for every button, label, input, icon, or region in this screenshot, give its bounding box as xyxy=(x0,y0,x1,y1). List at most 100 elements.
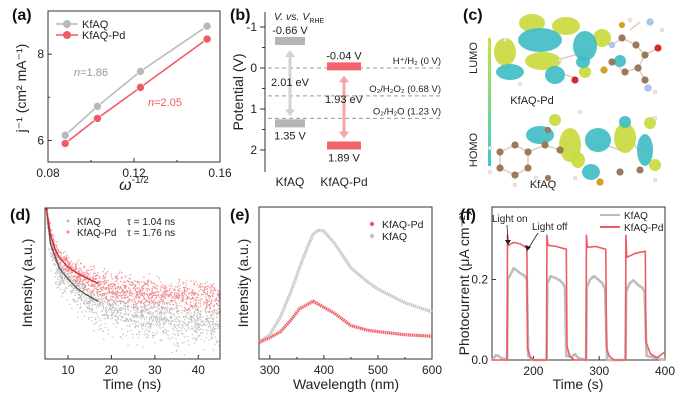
scatter-point-kfaq-pd xyxy=(144,283,146,285)
scatter-point-kfaq-pd xyxy=(85,272,87,274)
scatter-point-kfaq-pd xyxy=(145,283,147,285)
scatter-point-kfaq-pd xyxy=(92,289,94,291)
scatter-point-kfaq xyxy=(178,319,180,322)
scatter-point-kfaq-pd xyxy=(93,285,96,287)
y-axis-label-f: Photocurrent (μA cm⁻²) xyxy=(456,211,472,356)
scatter-point-kfaq-pd xyxy=(92,292,94,294)
scatter-point-kfaq xyxy=(77,284,79,286)
scatter-point-kfaq-pd xyxy=(161,301,164,303)
scatter-point-kfaq-pd xyxy=(171,285,173,287)
x-tick-label: 0.12 xyxy=(122,166,146,180)
scatter-point-kfaq xyxy=(74,282,76,284)
scatter-point-kfaq-pd xyxy=(191,291,193,293)
scatter-point-kfaq xyxy=(193,317,195,319)
scatter-point-kfaq xyxy=(212,304,214,307)
scatter-point-kfaq xyxy=(117,310,119,312)
scatter-point-kfaq-pd xyxy=(55,245,57,247)
scatter-point-kfaq-pd xyxy=(55,254,57,256)
scatter-point-kfaq xyxy=(54,258,56,260)
scatter-point-kfaq-pd xyxy=(189,306,191,308)
scatter-point-kfaq xyxy=(208,339,210,341)
atom-carbon xyxy=(524,164,532,172)
scatter-point-kfaq-pd xyxy=(124,281,126,283)
scatter-point-kfaq-pd xyxy=(146,290,148,292)
scatter-point-kfaq xyxy=(130,310,132,312)
scatter-point-kfaq-pd xyxy=(212,292,214,294)
scatter-point-kfaq xyxy=(80,283,82,285)
scatter-point-kfaq xyxy=(139,315,141,318)
scatter-point-kfaq-pd xyxy=(173,288,175,290)
scatter-point-kfaq xyxy=(133,316,135,318)
scatter-point-kfaq xyxy=(209,308,211,310)
orbital-lobe-positive xyxy=(549,114,561,126)
scatter-point-kfaq-pd xyxy=(78,267,80,270)
x-tick-label: 300 xyxy=(589,364,609,378)
scatter-point-kfaq xyxy=(76,289,78,291)
scatter-point-kfaq xyxy=(101,310,103,312)
scatter-point-kfaq-pd xyxy=(119,292,122,294)
scatter-point-kfaq xyxy=(124,308,126,310)
scatter-point-kfaq xyxy=(55,267,58,269)
scatter-point-kfaq-pd xyxy=(89,277,91,279)
scatter-point-kfaq-pd xyxy=(110,284,112,286)
scatter-point-kfaq-pd xyxy=(164,285,166,287)
atom-hydrogen xyxy=(502,37,508,43)
legend-label: KfAQ xyxy=(77,217,101,228)
scatter-point-kfaq-pd xyxy=(194,305,196,308)
scatter-point-kfaq-pd xyxy=(71,271,74,274)
data-point xyxy=(93,114,102,123)
scatter-point-kfaq-pd xyxy=(208,311,210,313)
scatter-point-kfaq-pd xyxy=(192,293,194,295)
arrowhead-up xyxy=(339,75,349,83)
scatter-point-kfaq xyxy=(64,291,67,293)
scatter-point-kfaq xyxy=(112,323,115,325)
scatter-point-kfaq-pd xyxy=(209,306,211,308)
scatter-point-kfaq-pd xyxy=(124,295,126,297)
scatter-point-kfaq xyxy=(166,308,168,310)
scatter-point-kfaq-pd xyxy=(211,285,213,287)
scatter-point-kfaq xyxy=(146,322,148,324)
scatter-point-kfaq xyxy=(99,302,101,305)
scatter-point-kfaq xyxy=(111,315,113,317)
scatter-point-kfaq-pd xyxy=(157,294,159,296)
scatter-point-kfaq xyxy=(88,305,91,307)
scatter-point-kfaq xyxy=(151,322,153,324)
scatter-point-kfaq xyxy=(60,262,62,264)
scatter-point-kfaq-pd xyxy=(197,306,200,309)
scatter-point-kfaq-pd xyxy=(218,305,220,307)
scatter-point-kfaq-pd xyxy=(178,298,180,300)
panel-label-b: (b) xyxy=(230,7,250,24)
scatter-point-kfaq xyxy=(203,340,205,342)
scatter-point-kfaq xyxy=(196,319,198,321)
scatter-point-kfaq xyxy=(76,282,78,284)
scatter-point-kfaq xyxy=(104,301,106,303)
scatter-point-kfaq xyxy=(161,317,163,319)
scatter-point-kfaq-pd xyxy=(61,267,63,269)
scatter-point-kfaq xyxy=(200,321,202,323)
scatter-point-kfaq-pd xyxy=(150,282,152,284)
scatter-point-kfaq-pd xyxy=(111,276,113,278)
atom-nitrogen xyxy=(608,41,616,49)
scatter-point-kfaq-pd xyxy=(195,292,197,294)
scatter-point-kfaq xyxy=(214,324,217,326)
scatter-point-kfaq xyxy=(142,346,144,348)
scatter-point-kfaq xyxy=(64,283,66,285)
scatter-point-kfaq-pd xyxy=(184,286,186,288)
scatter-point-kfaq-pd xyxy=(117,291,119,293)
scatter-point-kfaq xyxy=(162,324,164,326)
atom-hydrogen xyxy=(572,175,578,181)
scatter-point-kfaq-pd xyxy=(66,259,68,261)
scatter-point-kfaq xyxy=(76,286,78,288)
scatter-point-kfaq-pd xyxy=(215,289,217,291)
scatter-point-kfaq xyxy=(72,289,74,291)
scatter-point-kfaq xyxy=(58,271,60,273)
scatter-point-kfaq-pd xyxy=(76,280,79,282)
scatter-point-kfaq-pd xyxy=(135,294,137,296)
scatter-point-kfaq xyxy=(187,324,189,326)
atom-carbon xyxy=(511,141,519,149)
scatter-point-kfaq xyxy=(137,337,139,339)
scatter-point-kfaq-pd xyxy=(128,281,130,283)
scatter-point-kfaq-pd xyxy=(102,286,104,288)
scatter-point-kfaq xyxy=(156,309,158,311)
scatter-point-kfaq-pd xyxy=(97,281,99,283)
